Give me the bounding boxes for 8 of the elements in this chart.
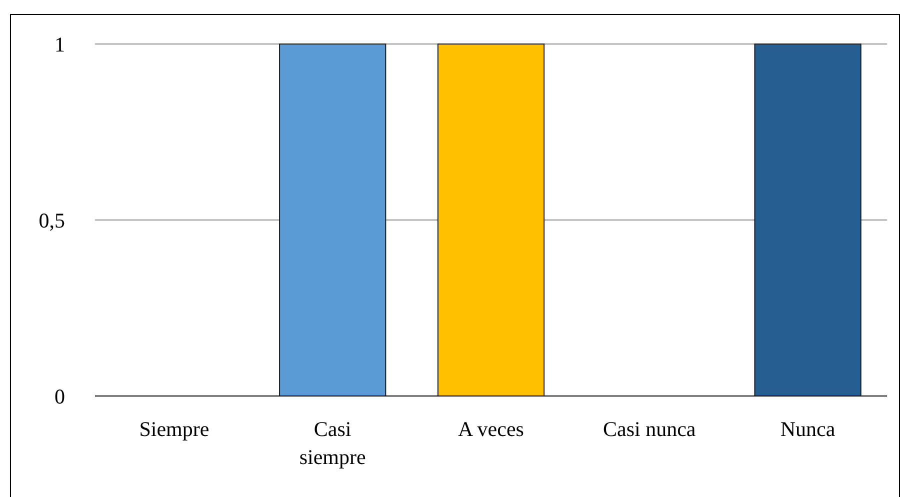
y-tick-label: 1 — [54, 32, 65, 56]
x-tick-label: A veces — [458, 417, 524, 441]
y-tick-label: 0 — [54, 384, 65, 408]
x-tick-label: Casi nunca — [603, 417, 696, 441]
x-tick-label: Nunca — [780, 417, 836, 441]
x-tick-label: Siempre — [139, 417, 210, 441]
y-tick-label: 0,5 — [38, 208, 65, 232]
x-tick-label: Casi siempre — [299, 417, 366, 469]
